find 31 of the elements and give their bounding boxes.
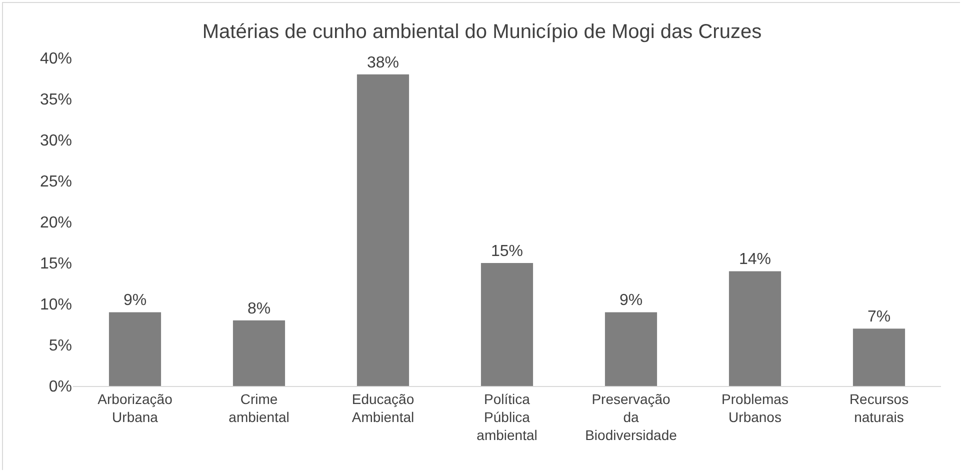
y-tick-label: 30% [40, 132, 72, 150]
y-tick-label: 35% [40, 92, 72, 109]
y-tick-label: 5% [48, 338, 72, 355]
x-tick-label: Arborização Urbana [98, 390, 173, 425]
y-tick-label: 20% [40, 214, 72, 232]
data-label: 8% [247, 300, 271, 318]
data-label: 9% [619, 292, 643, 310]
x-tick-label: Recursos naturais [849, 390, 909, 425]
x-tick-label: Preservação da Biodiversidade [585, 390, 678, 444]
y-tick-label: 25% [40, 174, 72, 191]
bar [728, 271, 782, 386]
y-tick-label: 15% [40, 256, 72, 273]
data-label: 15% [490, 243, 524, 260]
bar [852, 328, 906, 386]
data-label: 38% [366, 54, 400, 72]
data-label: 9% [123, 292, 147, 310]
bar [356, 74, 410, 386]
bar [108, 312, 162, 386]
y-tick-label: 0% [48, 378, 72, 396]
data-label: 7% [867, 308, 891, 326]
bar [480, 263, 534, 386]
bar [232, 320, 286, 386]
y-tick-label: 40% [40, 50, 72, 68]
x-tick-label: Crime ambiental [228, 390, 290, 425]
bar [604, 312, 658, 386]
x-tick-label: Política Pública ambiental [476, 390, 538, 444]
x-tick-label: Educação Ambiental [352, 390, 414, 425]
data-label: 14% [738, 251, 772, 268]
x-tick-label: Problemas Urbanos [722, 390, 788, 425]
chart-title: Matérias de cunho ambiental do Município de Mogi das Cruzes [202, 21, 762, 44]
y-tick-label: 10% [40, 296, 72, 314]
